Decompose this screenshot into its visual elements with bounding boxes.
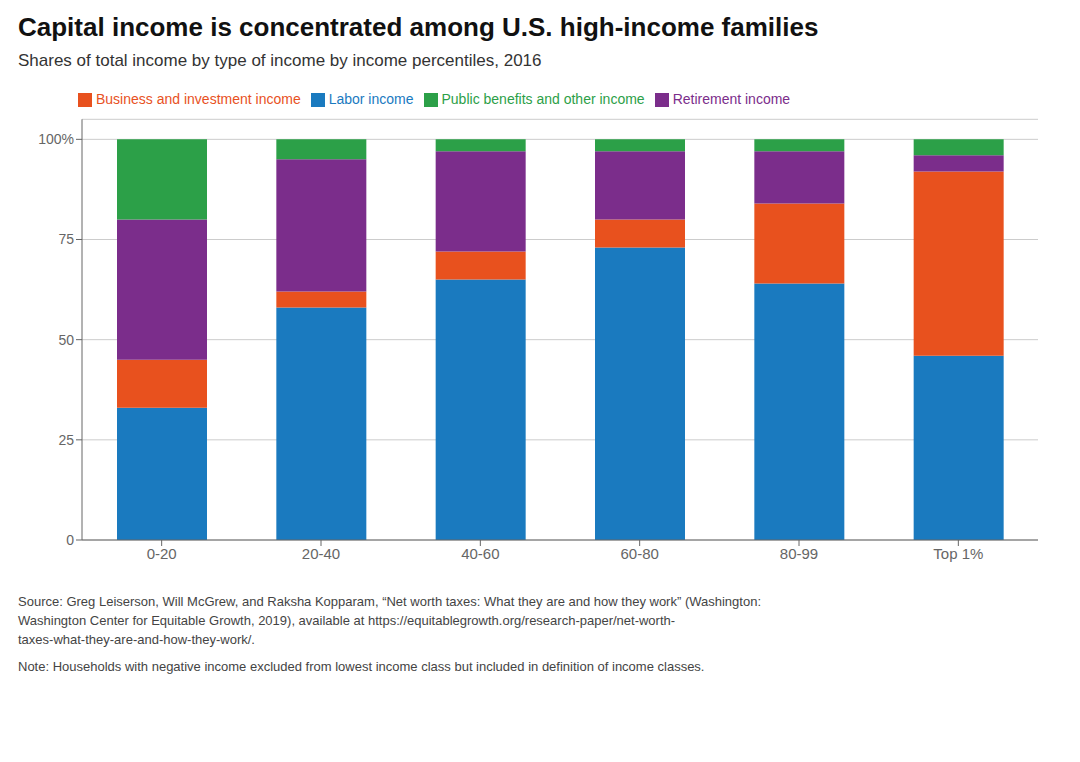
html-text:Note: Households with negative: Note: Households with negative income ex… [18, 658, 705, 674]
html-text:Capital income is concentrated: Capital income is concentrated among U.S… [18, 12, 819, 42]
svg-text:75: 75 [58, 231, 74, 247]
svg-text:20-40: 20-40 [302, 545, 340, 562]
svg-text:25: 25 [58, 432, 74, 448]
svg-text:60-80: 60-80 [620, 545, 658, 562]
svg-text:0-20: 0-20 [147, 545, 177, 562]
svg-text:50: 50 [58, 332, 74, 348]
html-text:Labor income: Labor income [328, 91, 414, 107]
svg-text:Top 1%: Top 1% [933, 545, 983, 562]
html-text:Source: Greg Leiserson, Will M: Source: Greg Leiserson, Will McGrew, and… [18, 594, 761, 647]
html-text:Shares of total income by type: Shares of total income by type of income… [18, 51, 542, 70]
svg-text:80-99: 80-99 [780, 545, 818, 562]
html-text:Retirement income: Retirement income [672, 91, 791, 107]
svg-text:40-60: 40-60 [461, 545, 499, 562]
svg-text:0: 0 [66, 532, 74, 548]
svg-text:100%: 100% [38, 131, 74, 147]
html-text:Business and investment income: Business and investment income [96, 91, 301, 107]
html-text:Public benefits and other inco: Public benefits and other income [441, 91, 645, 107]
